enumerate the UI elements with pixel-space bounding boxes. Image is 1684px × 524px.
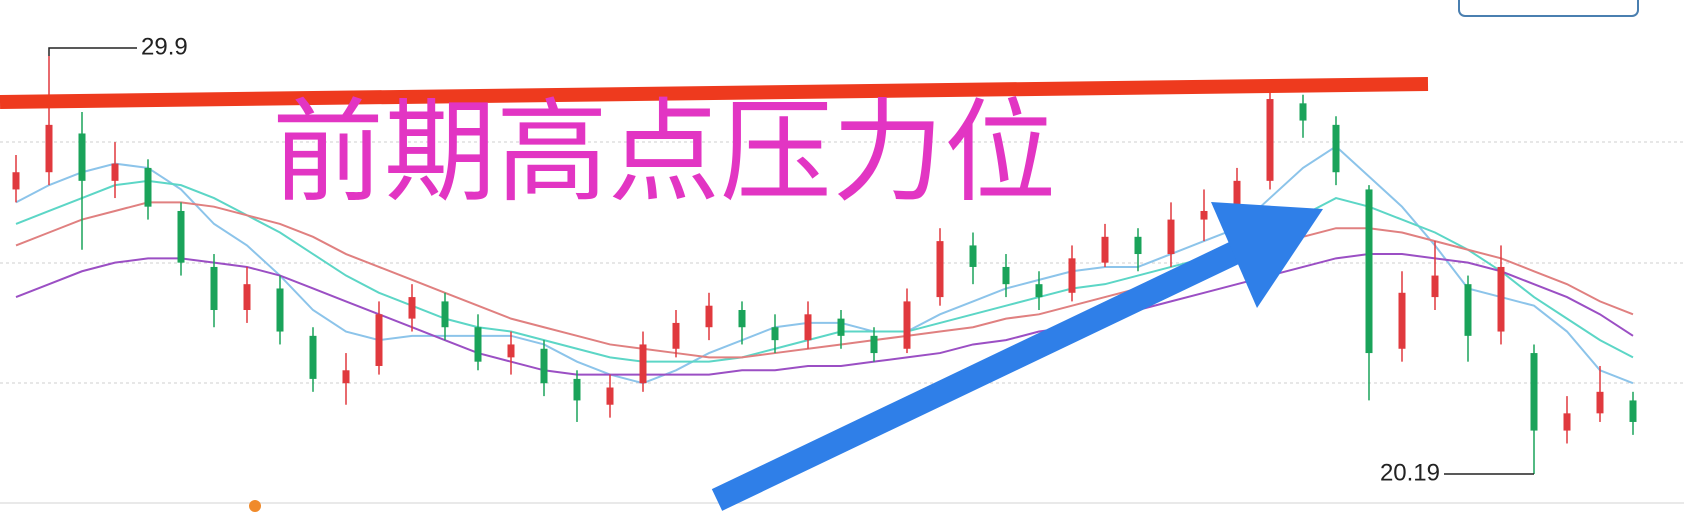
candle-body: [243, 284, 251, 311]
arrow-head: [1211, 202, 1323, 308]
marker-dot: [249, 500, 261, 512]
candle-body: [1596, 391, 1604, 414]
candle-body: [705, 305, 713, 328]
candle-body: [210, 266, 218, 311]
candle-body: [936, 241, 944, 298]
candle-body: [1167, 219, 1175, 255]
candle-body: [342, 370, 350, 384]
candle-body: [540, 348, 548, 384]
candle-body: [12, 172, 20, 190]
candle-body: [1464, 284, 1472, 336]
resistance-line: [0, 77, 1429, 109]
candle-body: [738, 310, 746, 328]
candle-body: [1431, 275, 1439, 298]
candle-body: [408, 297, 416, 319]
candle-body: [177, 210, 185, 263]
ma-line: [15, 201, 1634, 359]
annotation-text: 前期高点压力位: [272, 88, 1056, 218]
ma-line: [15, 179, 1634, 363]
candle-body: [1134, 236, 1142, 255]
candle-body: [639, 344, 647, 384]
candle-body: [441, 301, 449, 328]
ma-line: [15, 253, 1634, 376]
candle-body: [1398, 292, 1406, 349]
candle-body: [606, 387, 614, 405]
candle-body: [1629, 400, 1637, 422]
candle-body: [474, 327, 482, 362]
candle-body: [771, 327, 779, 341]
candle-body: [672, 322, 680, 349]
candle-body: [111, 163, 119, 181]
candle-body: [870, 335, 878, 354]
grid: [0, 141, 1684, 384]
candle-body: [1365, 189, 1373, 354]
candle-body: [1002, 266, 1010, 285]
candle-body: [903, 301, 911, 349]
candle-body: [1266, 99, 1274, 181]
candle-body: [507, 344, 515, 358]
candle-body: [1530, 353, 1538, 431]
ma-line: [15, 145, 1634, 385]
candle-body: [144, 167, 152, 207]
candle-body: [573, 378, 581, 401]
candle-body: [1497, 266, 1505, 332]
candle-body: [78, 133, 86, 181]
candle-body: [1233, 180, 1241, 211]
candle-body: [1200, 210, 1208, 220]
low-price-label: 20.19: [1380, 459, 1440, 486]
candle-body: [1299, 103, 1307, 121]
candle-body: [309, 335, 317, 379]
high-price-label: 29.9: [141, 33, 188, 60]
candle-body: [1332, 124, 1340, 173]
high-leader: [48, 47, 137, 56]
candle-body: [1101, 236, 1109, 263]
candle-body: [1563, 413, 1571, 431]
candle-body: [1035, 284, 1043, 298]
candle-body: [969, 245, 977, 267]
candle-body: [276, 288, 284, 332]
candle-body: [375, 314, 383, 366]
candle-body: [804, 314, 812, 341]
candle-body: [45, 124, 53, 173]
plot-area: 29.9 20.19: [12, 33, 1637, 486]
candle-body: [1068, 258, 1076, 293]
arrow-shaft: [711, 232, 1261, 511]
toggle-button[interactable]: [1458, 0, 1639, 17]
candle-body: [837, 318, 845, 336]
